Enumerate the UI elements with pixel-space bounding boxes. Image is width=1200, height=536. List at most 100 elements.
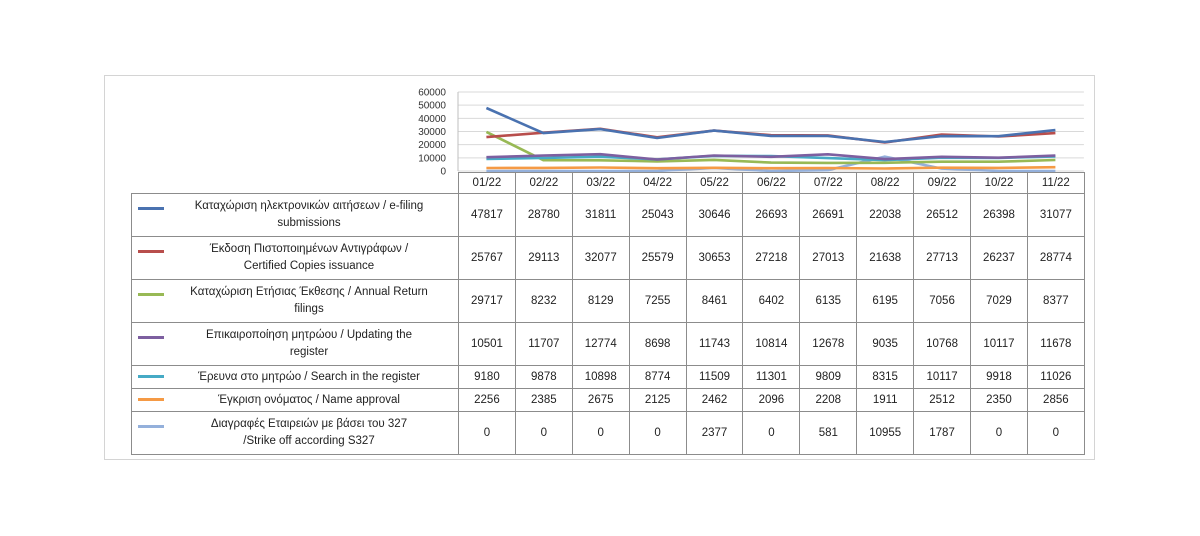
data-label: 8232 <box>514 279 573 323</box>
series-lines <box>485 106 1056 173</box>
data-label: 11509 <box>685 365 744 389</box>
data-label: 28780 <box>514 193 573 237</box>
data-label: 2385 <box>514 388 573 412</box>
series-line <box>486 152 1056 161</box>
data-label: 6195 <box>856 279 915 323</box>
table-row: Διαγραφές Εταιρειών με βάσει του 327/Str… <box>131 411 1085 455</box>
legend-label: Καταχώριση ηλεκτρονικών αιτήσεων / e-fil… <box>194 200 424 212</box>
data-label: 1787 <box>913 411 972 455</box>
data-label: 27013 <box>799 236 858 280</box>
data-label: 8377 <box>1026 279 1085 323</box>
data-label: 10955 <box>856 411 915 455</box>
data-label: 9180 <box>458 365 516 389</box>
data-label: 581 <box>799 411 858 455</box>
data-label: 30653 <box>685 236 744 280</box>
data-label: 2462 <box>685 388 744 412</box>
data-label: 12774 <box>571 322 630 366</box>
legend-entry: Καταχώριση Ετήσιας Έκθεσης / Annual Retu… <box>131 279 459 323</box>
data-label: 29113 <box>514 236 573 280</box>
legend-label: Επικαιροποίηση μητρώου / Updating the <box>205 329 413 341</box>
legend-entry: Καταχώριση ηλεκτρονικών αιτήσεων / e-fil… <box>131 193 459 237</box>
data-label: 0 <box>970 411 1028 455</box>
data-label: 2256 <box>458 388 516 412</box>
data-label: 10117 <box>913 365 972 389</box>
data-label: 0 <box>628 411 687 455</box>
line-chart: 0 10000 20000 30000 40000 50000 60000 <box>418 88 1084 177</box>
table-corner <box>131 172 459 194</box>
data-label: 2377 <box>685 411 744 455</box>
legend-entry: Έγκριση ονόματος / Name approval <box>131 388 459 412</box>
data-label: 9918 <box>970 365 1028 389</box>
x-tick-label: 09/22 <box>913 172 972 194</box>
data-label: 27713 <box>913 236 972 280</box>
series-line <box>486 165 1056 170</box>
data-label: 8698 <box>628 322 687 366</box>
series-line <box>486 155 1056 173</box>
table-row: Καταχώριση Ετήσιας Έκθεσης / Annual Retu… <box>131 279 1085 323</box>
series-line <box>485 106 1056 144</box>
y-tick-label: 0 <box>440 167 446 177</box>
data-label: 12678 <box>799 322 858 366</box>
x-tick-label: 03/22 <box>571 172 630 194</box>
data-label: 11678 <box>1026 322 1085 366</box>
series-line <box>485 130 1056 165</box>
legend-label: Έρευνα στο μητρώο / Search in the regist… <box>197 370 420 383</box>
data-label: 10814 <box>742 322 801 366</box>
data-label: 0 <box>742 411 801 455</box>
legend-entry: Επικαιροποίηση μητρώου / Updating the reg… <box>131 322 459 366</box>
data-label: 8129 <box>571 279 630 323</box>
data-label: 28774 <box>1026 236 1085 280</box>
data-label: 10117 <box>970 322 1028 366</box>
legend-entry: Έρευνα στο μητρώο / Search in the regist… <box>131 365 459 389</box>
legend-label: register <box>289 346 329 358</box>
data-label: 11026 <box>1026 365 1085 389</box>
x-tick-label: 11/22 <box>1026 172 1085 194</box>
table-row: Έγκριση ονόματος / Name approval 2256 2385… <box>131 388 1085 412</box>
data-label: 22038 <box>856 193 915 237</box>
legend-key <box>138 425 164 428</box>
data-label: 8315 <box>856 365 915 389</box>
x-tick-label: 06/22 <box>742 172 801 194</box>
y-axis: 0 10000 20000 30000 40000 50000 60000 <box>418 88 459 177</box>
data-label: 25043 <box>628 193 687 237</box>
table-row: Επικαιροποίηση μητρώου / Updating the reg… <box>131 322 1085 366</box>
table-row: Έρευνα στο μητρώο / Search in the regist… <box>131 365 1085 389</box>
data-label: 21638 <box>856 236 915 280</box>
data-label: 2675 <box>571 388 630 412</box>
y-tick-label: 60000 <box>418 88 446 99</box>
data-label: 11301 <box>742 365 801 389</box>
x-tick-label: 07/22 <box>799 172 858 194</box>
x-tick-label: 01/22 <box>458 172 516 194</box>
legend-label: Έκδοση Πιστοποιημένων Αντιγράφων / <box>209 243 409 255</box>
data-label: 0 <box>1026 411 1085 455</box>
data-label: 26512 <box>913 193 972 237</box>
y-tick-label: 10000 <box>418 153 446 164</box>
legend-label: Certified Copies issuance <box>243 260 375 272</box>
y-tick-label: 40000 <box>418 114 446 125</box>
data-label: 0 <box>514 411 573 455</box>
legend-label: filings <box>294 303 324 315</box>
data-label: 26691 <box>799 193 858 237</box>
data-label: 0 <box>458 411 516 455</box>
data-label: 29717 <box>458 279 516 323</box>
data-label: 6135 <box>799 279 858 323</box>
data-label: 10898 <box>571 365 630 389</box>
data-label: 7056 <box>913 279 972 323</box>
legend-entry: Έκδοση Πιστοποιημένων Αντιγράφων / Certif… <box>131 236 459 280</box>
data-label: 2208 <box>799 388 858 412</box>
data-label: 2096 <box>742 388 801 412</box>
y-tick-label: 30000 <box>418 127 446 138</box>
legend-key <box>138 336 164 339</box>
legend-key <box>138 398 164 401</box>
data-label: 2856 <box>1026 388 1085 412</box>
table-row: Έκδοση Πιστοποιημένων Αντιγράφων / Certif… <box>131 236 1085 280</box>
data-label: 10501 <box>458 322 516 366</box>
y-tick-label: 20000 <box>418 140 446 151</box>
legend-key <box>138 293 164 296</box>
data-label: 26398 <box>970 193 1028 237</box>
data-label: 32077 <box>571 236 630 280</box>
data-label: 26693 <box>742 193 801 237</box>
data-table: 01/22 02/22 03/22 04/22 05/22 06/22 07/22 08/22… <box>131 172 1085 455</box>
data-label: 6402 <box>742 279 801 323</box>
data-label: 2350 <box>970 388 1028 412</box>
